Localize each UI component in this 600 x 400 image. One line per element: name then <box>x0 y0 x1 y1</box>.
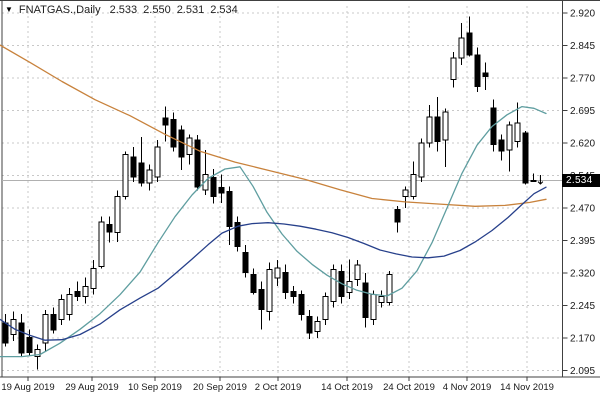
price-axis-label: 2.920 <box>570 9 595 20</box>
candle-bullish <box>530 179 537 182</box>
candle-bearish <box>250 274 257 294</box>
candle-bullish <box>370 294 377 320</box>
ma-orange-slow <box>0 44 547 207</box>
candle-bearish <box>2 322 9 344</box>
price-axis-label: 2.320 <box>570 269 595 280</box>
candle-bearish <box>210 177 217 198</box>
candle-bullish <box>146 169 153 184</box>
price-axis-label: 2.170 <box>570 334 595 345</box>
candle-bearish <box>490 107 497 146</box>
ma-teal-fast <box>0 105 547 358</box>
candle-bullish <box>410 174 417 198</box>
quote-close: 2.534 <box>210 4 238 16</box>
quote-low: 2.531 <box>176 4 205 16</box>
price-down-arrow-icon: ↓ <box>535 173 546 188</box>
candle-bullish <box>450 57 457 80</box>
candle-bullish <box>66 294 73 316</box>
candle-bullish <box>378 295 385 303</box>
candle-bearish <box>498 139 505 152</box>
date-axis-label: 29 Aug 2019 <box>65 382 118 393</box>
candle-bullish <box>442 111 449 141</box>
date-axis-label: 19 Aug 2019 <box>1 382 54 393</box>
current-price-tag: 2.534 <box>562 174 600 187</box>
candle-bearish <box>434 116 441 143</box>
date-axis-label: 20 Sep 2019 <box>193 382 247 393</box>
price-axis-label: 2.845 <box>570 41 595 52</box>
candle-bearish <box>130 156 137 178</box>
price-axis-label: 2.245 <box>570 301 595 312</box>
candle-bullish <box>42 314 49 344</box>
candle-bullish <box>314 321 321 332</box>
candle-bearish <box>306 315 313 334</box>
candle-bullish <box>426 116 433 144</box>
candle-bullish <box>354 264 361 280</box>
candle-bullish <box>82 285 89 297</box>
candle-bearish <box>394 209 401 223</box>
candle-bearish <box>106 223 113 233</box>
candle-bullish <box>58 298 65 320</box>
candle-bearish <box>466 32 473 56</box>
candle-bearish <box>18 322 25 354</box>
candle-bullish <box>506 124 513 151</box>
candle-bullish <box>418 142 425 178</box>
price-axis-label: 2.095 <box>570 366 595 377</box>
candle-bullish <box>122 154 129 198</box>
candle-bearish <box>290 291 297 297</box>
date-axis-label: 24 Oct 2019 <box>383 382 435 393</box>
candle-bearish <box>138 162 145 184</box>
candle-bearish <box>226 191 233 228</box>
candle-bullish <box>34 349 41 358</box>
candle-bearish <box>522 132 529 184</box>
collapse-chart-icon[interactable]: ▼ <box>5 5 13 14</box>
candle-bearish <box>482 72 489 78</box>
symbol-period-label: FNATGAS.,Daily <box>18 4 101 16</box>
date-axis-label: 4 Nov 2019 <box>443 382 492 393</box>
candle-bullish <box>154 146 161 178</box>
date-axis-label: 2 Oct 2019 <box>255 382 301 393</box>
candle-bearish <box>74 291 81 297</box>
candle-bearish <box>362 282 369 319</box>
candle-bullish <box>202 174 209 191</box>
ma-navy-medium <box>0 186 547 341</box>
date-axis-label: 14 Nov 2019 <box>500 382 554 393</box>
chart-title: ▼ FNATGAS.,Daily 2.533 2.550 2.531 2.534 <box>5 3 244 17</box>
candle-bearish <box>234 222 241 248</box>
candle-bearish <box>50 314 57 331</box>
candle-bearish <box>298 294 305 316</box>
candle-bullish <box>114 196 121 234</box>
price-axis-label: 2.395 <box>570 236 595 247</box>
candle-bearish <box>170 119 177 148</box>
quote-open: 2.533 <box>109 4 138 16</box>
candle-bullish <box>458 37 465 59</box>
price-axis-label: 2.770 <box>570 74 595 85</box>
candle-bullish <box>274 267 281 279</box>
price-axis-label: 2.620 <box>570 139 595 150</box>
candle-bearish <box>218 187 225 194</box>
candle-bearish <box>282 272 289 294</box>
price-axis-label: 2.695 <box>570 106 595 117</box>
quote-high: 2.550 <box>143 4 171 16</box>
candle-bullish <box>402 189 409 198</box>
candle-bullish <box>514 122 521 143</box>
candle-bearish <box>162 117 169 126</box>
candle-bearish <box>258 288 265 310</box>
candle-bearish <box>242 252 249 274</box>
candle-bullish <box>266 269 273 313</box>
candle-bearish <box>194 139 201 188</box>
date-axis-label: 14 Oct 2019 <box>321 382 373 393</box>
candle-bullish <box>386 274 393 303</box>
candle-bearish <box>474 54 481 88</box>
candle-bearish <box>26 337 33 354</box>
candle-bullish <box>98 221 105 268</box>
candle-bullish <box>322 295 329 320</box>
candle-bullish <box>330 269 337 303</box>
candle-bullish <box>90 268 97 290</box>
price-axis-label: 2.470 <box>570 204 595 215</box>
date-axis-label: 10 Sep 2019 <box>128 382 182 393</box>
